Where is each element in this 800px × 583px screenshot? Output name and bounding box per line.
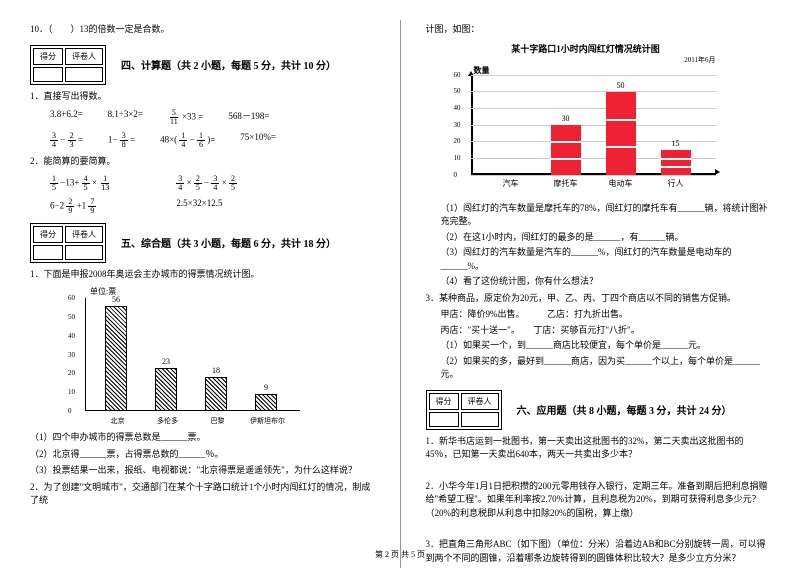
- chart2-date: 2011年6月: [446, 55, 716, 65]
- chart2: 某十字路口1小时内闯红灯情况统计图 2011年6月 数量 01020304050…: [446, 42, 726, 197]
- sec4-title: 四、计算题（共 2 小题，每题 5 分，共计 10 分）: [121, 57, 336, 72]
- sec6-title: 六、应用题（共 8 小题，每题 3 分，共计 24 分）: [517, 402, 732, 417]
- section5-head: 得分评卷人 五、综合题（共 3 小题，每题 6 分，共计 18 分）: [30, 223, 375, 263]
- s5q3-head: 3．某种商品，原定价为20元，甲、乙、丙、丁四个商店以不同的销售方促销。: [426, 292, 771, 306]
- sec4-q1: 1．直接写出得数。: [30, 90, 375, 104]
- s5q3-a: 甲店：降价9%出售。 乙店：打九折出售。: [441, 308, 771, 322]
- calc1-r2: 34 − 23 = 1− 38 = 48×( 14 − 16 )= 75×10%…: [50, 132, 375, 149]
- sec6-q2: 2．小华今年1月1日把积攒的200元零用钱存入银行，定期三年。准备到期后把利息捐…: [426, 480, 771, 521]
- section4-head: 得分评卷人 四、计算题（共 2 小题，每题 5 分，共计 10 分）: [30, 45, 375, 85]
- calc1-r1: 3.8+6.2=8.1÷3×2=511 ×33 =568－198=: [50, 109, 375, 126]
- calc2-r2: 6−2 29 +1 79 2.5×32×12.5: [50, 198, 375, 215]
- score-box-5: 得分评卷人: [30, 223, 106, 263]
- section6-head: 得分评卷人 六、应用题（共 8 小题，每题 3 分，共计 24 分）: [426, 390, 771, 430]
- s5q3-b: 丙店："买十送一"。 丁店：买够百元打"八折"。: [441, 324, 771, 338]
- s5q2-s4: （4）看了这份统计图，你有什么想法？: [441, 275, 771, 289]
- sec5-s2: （2）北京得______票，占得票总数的______％。: [30, 448, 375, 462]
- s5q2-s2: （2）在这1小时内，闯红灯的最多的是______，有______辆。: [441, 231, 771, 245]
- sec6-q1: 1．新华书店运到一批图书，第一天卖出这批图书的32%，第二天卖出这批图书的45％…: [426, 435, 771, 462]
- page-footer: 第 2 页 共 5 页: [0, 549, 800, 560]
- s5q2-s3: （3）闯红灯的汽车数量是汽车的______%，闯红灯的汽车数量是电动车的____…: [441, 246, 771, 273]
- sec5-q1: 1．下面是申报2008年奥运会主办城市的得票情况统计图。: [30, 268, 375, 282]
- sec5-s3: （3）投票结果一出来，报纸、电视都说："北京得票是遥遥领先"，为什么这样说？: [30, 464, 375, 478]
- s5q2-s1: （1）闯红灯的汽车数量是摩托车的78%，闯红灯的摩托车有______辆，将统计图…: [441, 202, 771, 229]
- sec4-q2: 2．能简算的要简算。: [30, 155, 375, 169]
- score-box: 得分评卷人: [30, 45, 106, 85]
- calc2-r1: 15 −13+ 45 × 113 34 × 25 − 34 × 25: [50, 175, 375, 192]
- sec5-title: 五、综合题（共 3 小题，每题 6 分，共计 18 分）: [121, 235, 336, 250]
- right-top: 计图，如图：: [426, 23, 771, 37]
- sec5-s1: （1）四个申办城市的得票总数是______票。: [30, 431, 375, 445]
- score-box-6: 得分评卷人: [426, 390, 502, 430]
- q10: 10．（ ）13的倍数一定是合数。: [30, 23, 375, 37]
- chart2-title: 某十字路口1小时内闯红灯情况统计图: [446, 42, 726, 55]
- s5q3-s1: （1）如果买一个，到______商店比较便宜，每个单价是______元。: [441, 339, 771, 353]
- sec5-q2: 2．为了创建"文明城市"，交通部门在某个十字路口统计1个小时内闯红灯的情况，制成…: [30, 481, 375, 508]
- s5q3-s2: （2）如果买的多，最好到______商店，因为买______个以上，每个单价是_…: [441, 355, 771, 382]
- chart1: 单位:票 010203040506056北京23多伦多18巴黎9伊斯坦布尔: [60, 286, 300, 426]
